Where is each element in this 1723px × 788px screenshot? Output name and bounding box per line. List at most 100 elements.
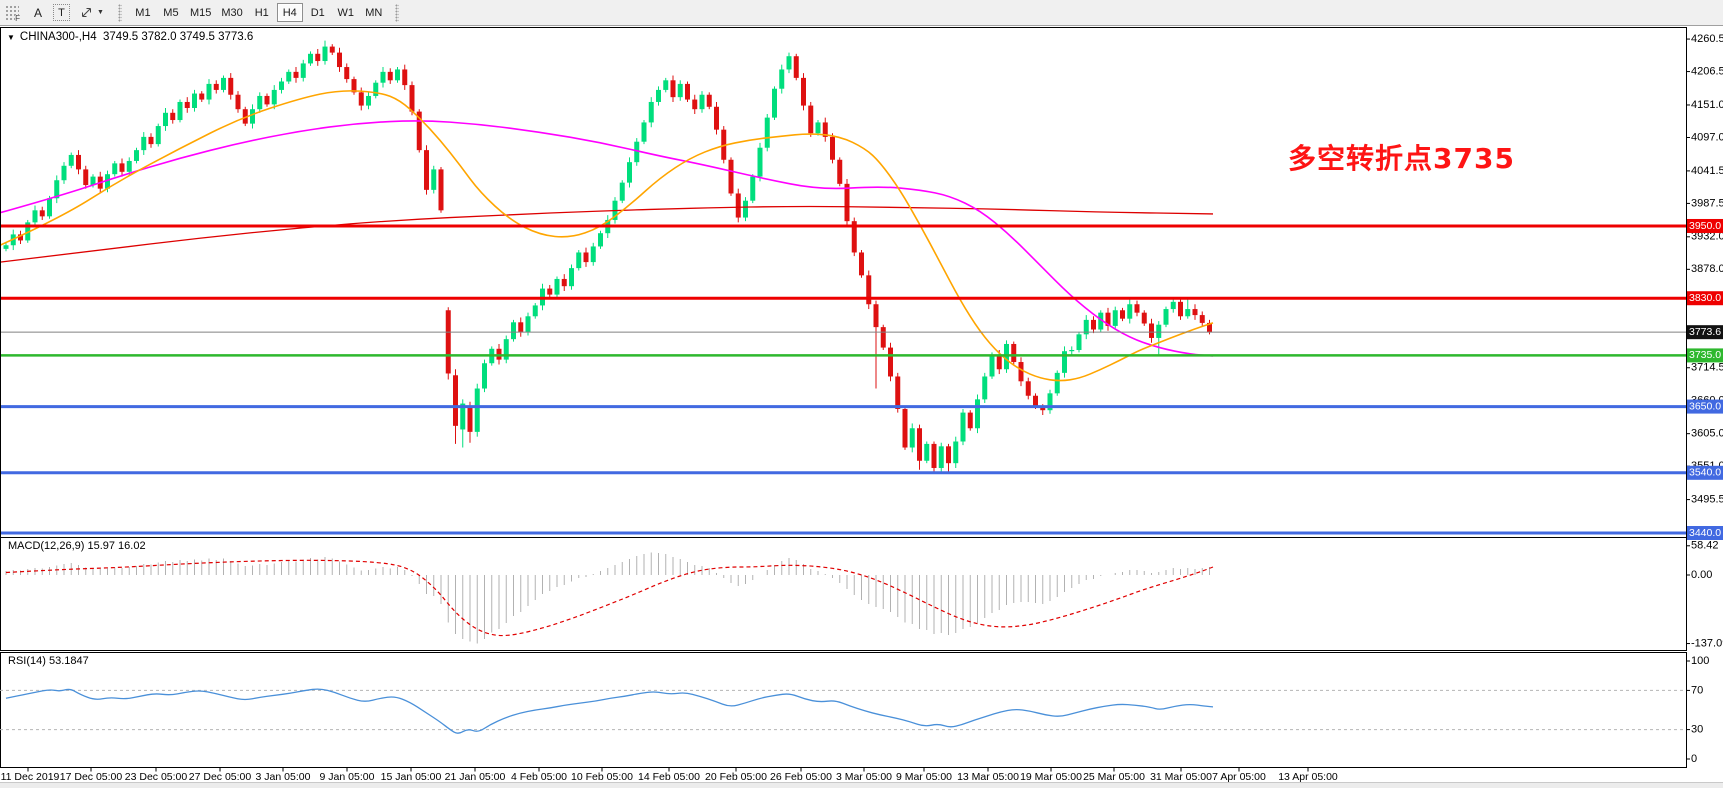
candlestick — [250, 109, 255, 124]
horizontal-scrollbar[interactable] — [0, 782, 1723, 788]
timeframe-button-w1[interactable]: W1 — [333, 3, 359, 22]
timeframe-button-mn[interactable]: MN — [361, 3, 387, 22]
rsi-line — [5, 688, 1214, 734]
price-axis-label: 3714.5 — [1691, 362, 1723, 374]
date-axis-label: 11 Dec 2019 — [1, 771, 60, 783]
chart-menu-caret-icon[interactable]: ▼ — [7, 32, 15, 42]
price-axis-label: 4151.0 — [1691, 99, 1723, 111]
candlestick — [1083, 319, 1089, 335]
font-tool-button[interactable]: A — [27, 3, 49, 23]
candlestick — [438, 169, 444, 211]
timeframe-button-m30[interactable]: M30 — [217, 3, 246, 22]
price-axis-label: 3495.5 — [1691, 493, 1723, 505]
date-axis-label: 9 Mar 05:00 — [896, 771, 952, 783]
candlestick — [1207, 322, 1212, 333]
candlestick — [851, 221, 857, 253]
candlestick — [721, 129, 727, 160]
candlestick — [1199, 315, 1205, 323]
candlestick — [801, 77, 806, 106]
candlestick — [996, 354, 1002, 370]
candlestick — [902, 408, 908, 448]
candlestick — [1185, 309, 1191, 317]
price-badge-label: 3650.0 — [1689, 400, 1721, 412]
candlestick — [967, 412, 973, 429]
chart-title-bar: ▼ CHINA300-,H4 3749.5 3782.0 3749.5 3773… — [7, 31, 253, 43]
candlestick — [656, 89, 661, 102]
candlestick — [590, 246, 596, 263]
candlestick — [112, 163, 118, 175]
date-axis-label: 27 Dec 05:00 — [189, 771, 252, 783]
macd-panel-border — [0, 537, 1687, 651]
candlestick — [750, 176, 756, 201]
candlestick — [18, 234, 23, 241]
candlestick — [61, 165, 67, 181]
candlestick — [677, 83, 683, 98]
candlestick — [134, 150, 139, 161]
candlestick — [467, 406, 473, 432]
candlestick — [1134, 304, 1140, 313]
candlestick — [337, 52, 342, 68]
candlestick — [308, 53, 313, 64]
toolbar-drag-handle-icon[interactable]: F — [5, 5, 20, 23]
arrange-tool-button[interactable]: ▼ — [74, 3, 109, 23]
candlestick — [692, 99, 698, 110]
candlestick — [1040, 406, 1046, 411]
candlestick — [648, 101, 654, 123]
price-axis-label: 4260.5 — [1691, 33, 1723, 45]
candlestick — [1047, 393, 1053, 411]
candlestick — [213, 83, 219, 90]
candlestick — [547, 288, 553, 295]
timeframe-button-h1[interactable]: H1 — [249, 3, 275, 22]
candlestick — [409, 85, 415, 112]
candlestick — [1141, 312, 1147, 324]
candlestick — [525, 316, 531, 332]
candlestick — [279, 81, 284, 90]
candlestick — [576, 252, 582, 269]
candlestick — [583, 252, 589, 263]
candlestick — [554, 278, 560, 295]
candlestick — [445, 310, 451, 374]
timeframe-button-m15[interactable]: M15 — [186, 3, 215, 22]
chart-text-annotation[interactable]: 多空转折点3735 — [1288, 142, 1515, 175]
candlestick — [619, 182, 625, 201]
candlestick — [960, 412, 966, 442]
candlestick — [561, 278, 567, 287]
candlestick — [873, 304, 879, 328]
candlestick — [503, 339, 509, 360]
candlestick — [380, 71, 386, 83]
rsi-axis-label: 30 — [1691, 724, 1703, 736]
candlestick — [68, 154, 74, 166]
candlestick — [982, 376, 988, 400]
candlestick — [866, 275, 872, 305]
price-badge-3950.0 — [1686, 218, 1723, 233]
price-badge-label: 3773.6 — [1689, 326, 1721, 338]
candlestick — [1033, 395, 1038, 407]
candlestick — [474, 388, 480, 432]
date-axis-label: 13 Mar 05:00 — [957, 771, 1019, 783]
price-badge-label: 3950.0 — [1689, 220, 1721, 232]
date-axis-label: 19 Mar 05:00 — [1020, 771, 1082, 783]
timeframe-button-m1[interactable]: M1 — [130, 3, 156, 22]
timeframe-button-h4[interactable]: H4 — [276, 3, 303, 22]
timeframe-button-m5[interactable]: M5 — [158, 3, 184, 22]
macd-axis-label: -137.09 — [1691, 637, 1723, 649]
candlestick — [1025, 381, 1031, 396]
candlestick — [1076, 334, 1082, 350]
candlestick — [598, 233, 603, 247]
candlestick — [1149, 323, 1154, 338]
text-tool-button[interactable]: T — [53, 4, 70, 21]
timeframe-button-d1[interactable]: D1 — [305, 3, 331, 22]
candlestick — [460, 403, 466, 430]
candlestick — [627, 162, 632, 183]
macd-axis-label: 58.42 — [1691, 540, 1719, 552]
candlestick — [532, 305, 538, 317]
candlestick — [909, 428, 915, 448]
candlestick — [199, 93, 205, 100]
candlestick — [424, 150, 429, 190]
candlestick — [779, 69, 785, 89]
date-axis-label: 26 Feb 05:00 — [770, 771, 832, 783]
candlestick — [192, 93, 197, 108]
candlestick — [235, 94, 241, 110]
price-axis-label: 4097.0 — [1691, 131, 1723, 143]
